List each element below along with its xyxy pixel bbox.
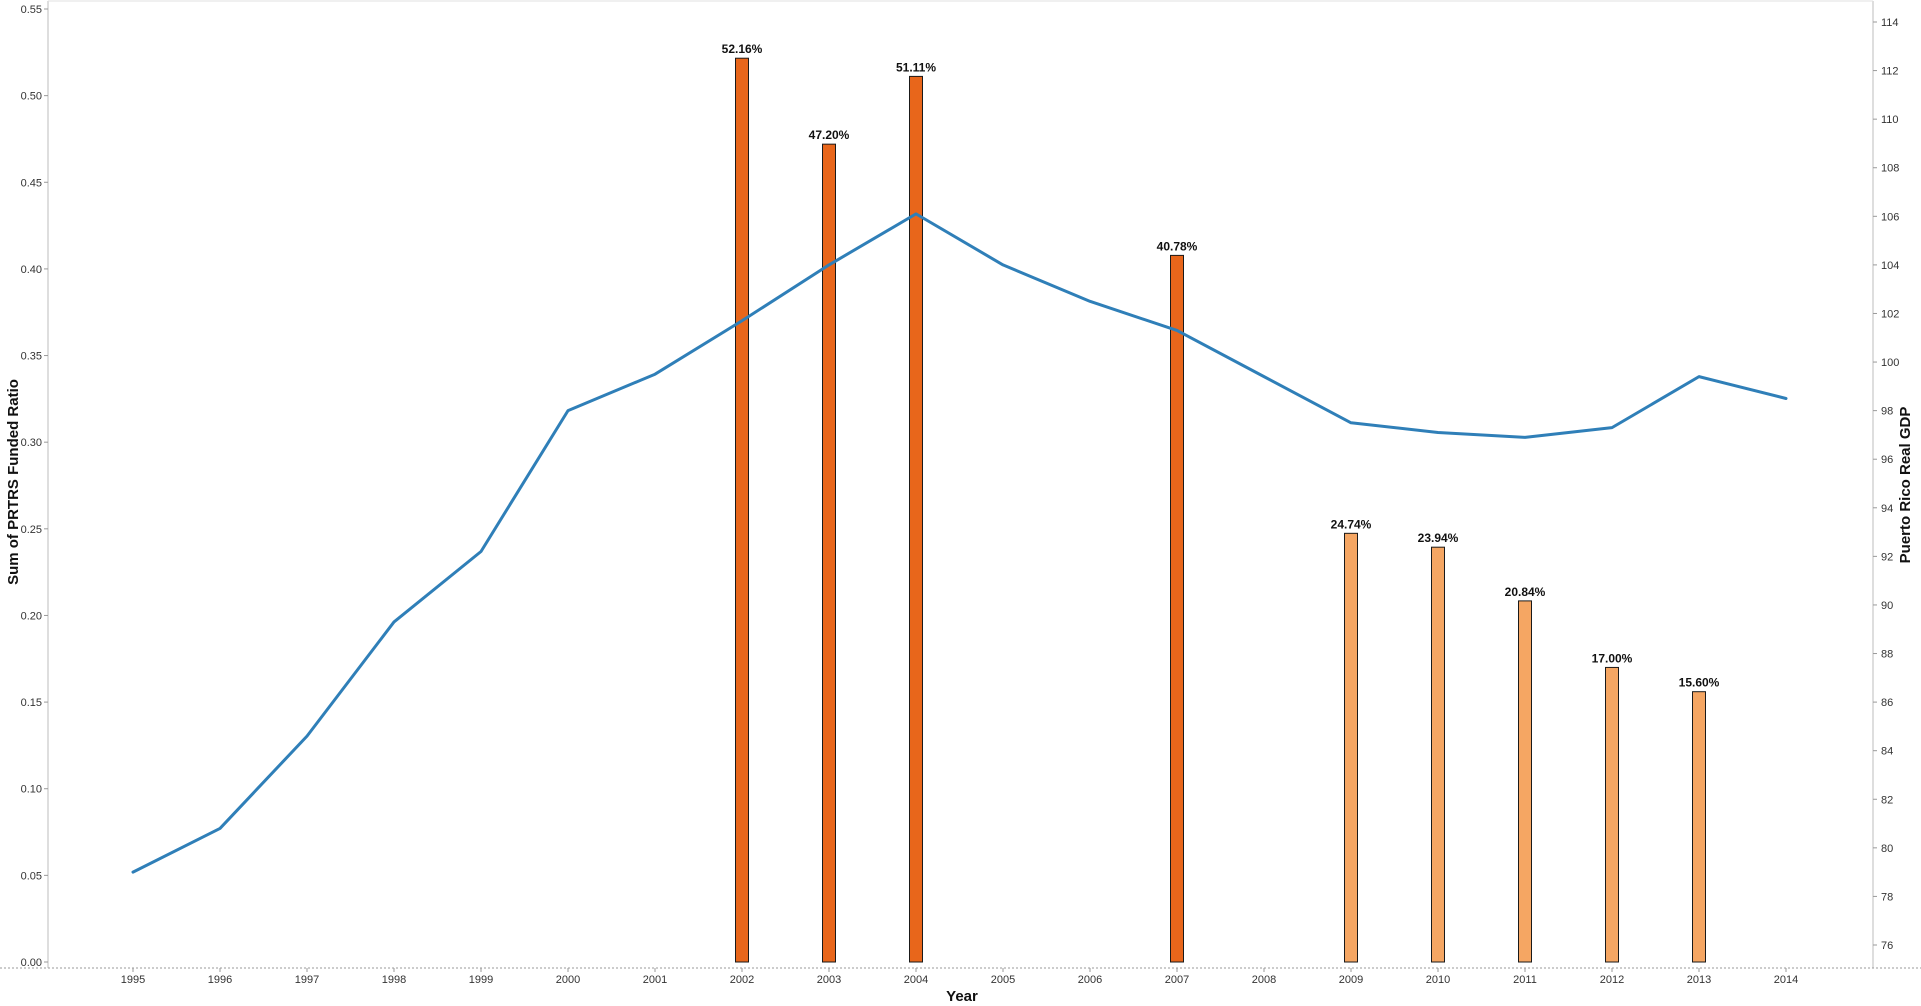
y-right-tick-label: 88 bbox=[1881, 649, 1893, 661]
x-tick-label: 1998 bbox=[382, 974, 406, 986]
y-left-tick-label: 0.25 bbox=[21, 524, 42, 536]
x-tick-label: 2014 bbox=[1774, 974, 1798, 986]
bar bbox=[822, 143, 836, 963]
y-left-tick-label: 0.15 bbox=[21, 697, 42, 709]
y-right-tick-label: 80 bbox=[1881, 843, 1893, 855]
y-right-tick-label: 86 bbox=[1881, 697, 1893, 709]
y-right-tick-label: 82 bbox=[1881, 794, 1893, 806]
y-right-tick-label: 104 bbox=[1881, 260, 1899, 272]
y-right-tick-label: 108 bbox=[1881, 163, 1899, 175]
y-right-tick-label: 114 bbox=[1881, 17, 1899, 29]
bar-data-label: 24.74% bbox=[1331, 517, 1372, 531]
y-right-tick-label: 106 bbox=[1881, 211, 1899, 223]
y-left-axis-title: Sum of PRTRS Funded Ratio bbox=[5, 379, 22, 585]
y-right-tick-label: 110 bbox=[1881, 114, 1899, 126]
y-right-tick-label: 94 bbox=[1881, 503, 1893, 515]
bar bbox=[1170, 254, 1184, 963]
x-tick-label: 1996 bbox=[208, 974, 232, 986]
gdp-line bbox=[131, 212, 1788, 874]
y-right-tick-label: 76 bbox=[1881, 940, 1893, 952]
y-right-tick-label: 78 bbox=[1881, 891, 1893, 903]
bar-data-label: 51.11% bbox=[896, 60, 936, 74]
y-right-tick-label: 112 bbox=[1881, 66, 1899, 78]
x-tick-label: 2008 bbox=[1252, 974, 1276, 986]
x-axis-title: Year bbox=[946, 988, 978, 1005]
y-left-tick-label: 0.00 bbox=[21, 957, 42, 969]
bar-data-label: 40.78% bbox=[1157, 239, 1198, 253]
bar bbox=[1431, 546, 1445, 963]
bar-data-label: 47.20% bbox=[809, 128, 850, 142]
y-right-tick-label: 98 bbox=[1881, 406, 1893, 418]
y-right-axis-title: Puerto Rico Real GDP bbox=[1897, 407, 1914, 564]
y-left-tick-label: 0.50 bbox=[21, 91, 42, 103]
x-tick-label: 2013 bbox=[1687, 974, 1711, 986]
x-tick-label: 2004 bbox=[904, 974, 928, 986]
line-series bbox=[131, 212, 1788, 874]
y-right-tick-label: 84 bbox=[1881, 746, 1893, 758]
y-left-tick-label: 0.40 bbox=[21, 264, 42, 276]
bar-data-label: 15.60% bbox=[1679, 676, 1720, 690]
bar bbox=[735, 57, 749, 963]
y-right-tick-label: 102 bbox=[1881, 308, 1899, 320]
y-right-tick-label: 90 bbox=[1881, 600, 1893, 612]
bar bbox=[909, 75, 923, 963]
x-tick-label: 2002 bbox=[730, 974, 754, 986]
y-left-tick-label: 0.05 bbox=[21, 870, 42, 882]
x-tick-label: 1999 bbox=[469, 974, 493, 986]
bar-data-label: 52.16% bbox=[722, 42, 763, 56]
x-tick-label: 2005 bbox=[991, 974, 1015, 986]
x-tick-label: 2010 bbox=[1426, 974, 1450, 986]
y-left-tick-label: 0.35 bbox=[21, 351, 42, 363]
x-tick-label: 2000 bbox=[556, 974, 580, 986]
x-tick-label: 2007 bbox=[1165, 974, 1189, 986]
bar bbox=[1344, 532, 1358, 963]
bar-data-label: 23.94% bbox=[1418, 531, 1459, 545]
x-tick-label: 2006 bbox=[1078, 974, 1102, 986]
x-tick-label: 1997 bbox=[295, 974, 319, 986]
bar bbox=[1605, 666, 1619, 963]
x-tick-label: 2001 bbox=[643, 974, 667, 986]
y-left-tick-label: 0.30 bbox=[21, 437, 42, 449]
y-left-tick-label: 0.10 bbox=[21, 784, 42, 796]
y-left-tick-label: 0.45 bbox=[21, 177, 42, 189]
bar-series bbox=[735, 57, 1706, 963]
x-tick-label: 1995 bbox=[121, 974, 145, 986]
bar bbox=[1518, 600, 1532, 963]
y-left-tick-label: 0.20 bbox=[21, 610, 42, 622]
y-right-tick-label: 92 bbox=[1881, 551, 1893, 563]
x-tick-label: 2003 bbox=[817, 974, 841, 986]
bar-data-label: 17.00% bbox=[1592, 651, 1633, 665]
x-tick-label: 2011 bbox=[1513, 974, 1537, 986]
x-tick-label: 2009 bbox=[1339, 974, 1363, 986]
y-right-tick-label: 100 bbox=[1881, 357, 1899, 369]
bar-labels: 52.16% 47.20% 51.11% 40.78% 24.74% 23.94% 20.8… bbox=[722, 42, 1720, 689]
y-right-tick-label: 96 bbox=[1881, 454, 1893, 466]
x-tick-label: 2012 bbox=[1600, 974, 1624, 986]
bar bbox=[1692, 691, 1706, 963]
y-left-tick-label: 0.55 bbox=[21, 4, 42, 16]
bar-data-label: 20.84% bbox=[1505, 585, 1546, 599]
